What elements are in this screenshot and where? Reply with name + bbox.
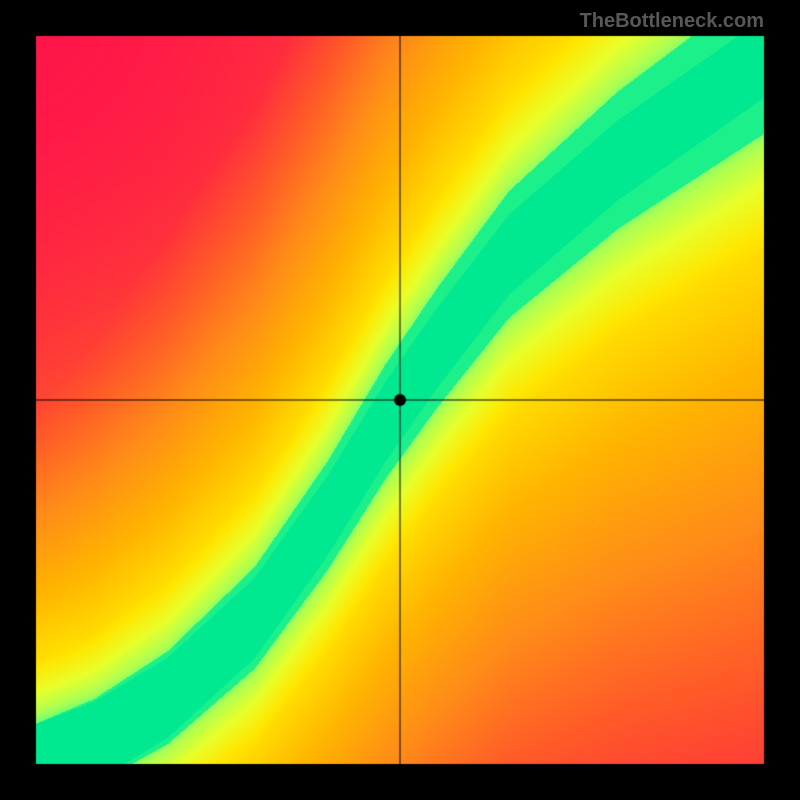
watermark-text: TheBottleneck.com [580,10,764,33]
bottleneck-heatmap [0,0,800,800]
